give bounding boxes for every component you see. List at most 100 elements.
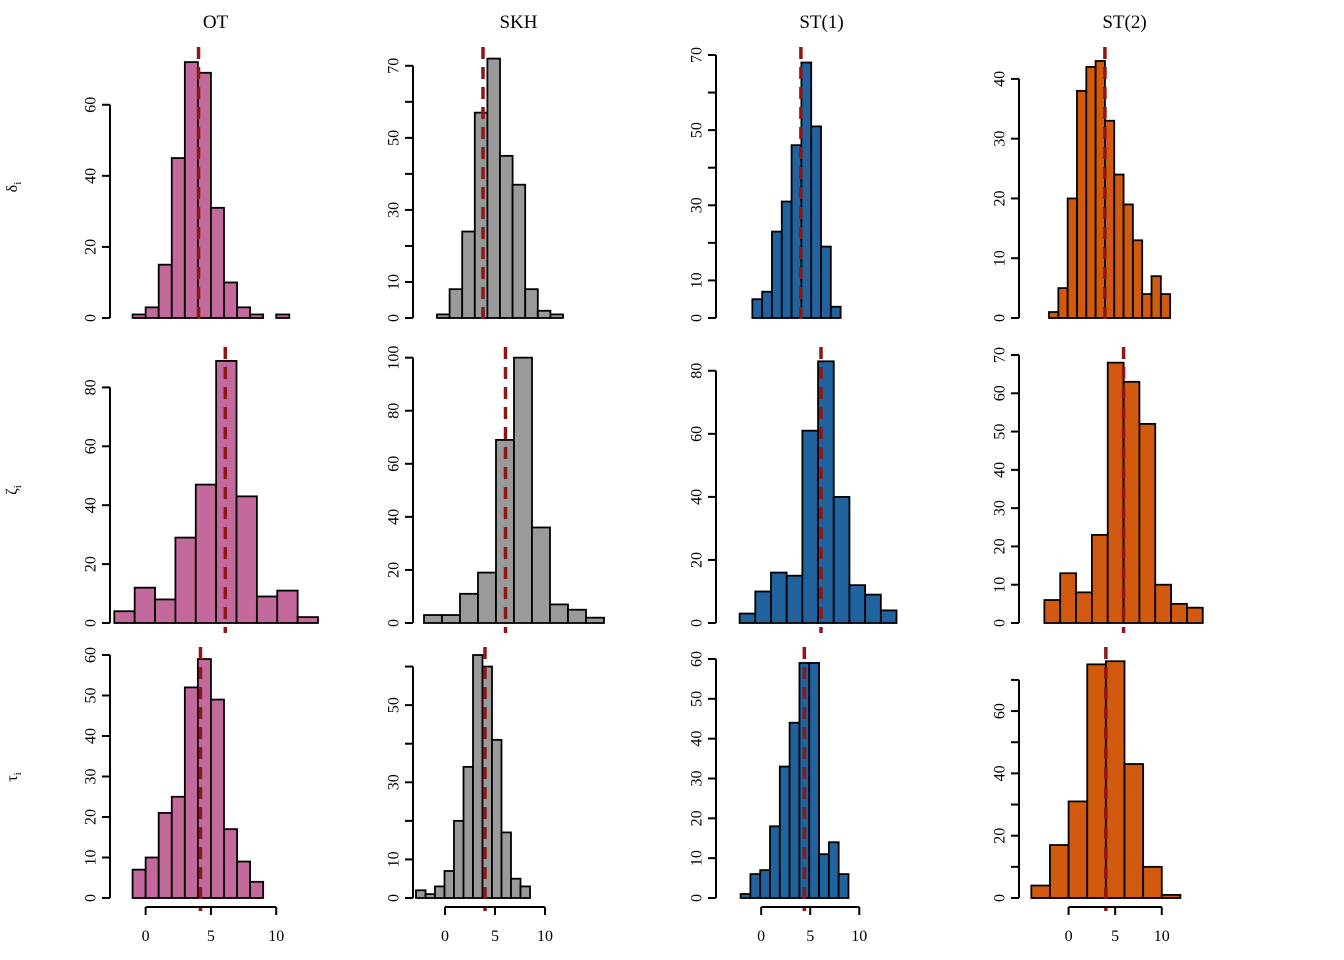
panel-OT-delta: 0 20 40 60: [28, 0, 331, 330]
bar: [513, 356, 533, 624]
bar: [829, 305, 842, 319]
y-tick-label: 40: [83, 497, 100, 513]
y-tick-label: 30: [83, 769, 100, 785]
bar: [1141, 293, 1153, 319]
y-tick-label: 40: [992, 462, 1009, 478]
histogram-ST(2)-zeta: 0 10 20 30 40 50 60 70: [992, 347, 1204, 633]
bar: [810, 125, 822, 319]
bar: [235, 495, 258, 624]
bar: [800, 61, 813, 319]
y-axis: [102, 103, 111, 319]
x-axis: [1067, 906, 1163, 915]
bar: [827, 841, 840, 899]
bar: [1160, 893, 1182, 899]
bar: [820, 245, 832, 319]
y-tick-label: 0: [992, 619, 1009, 627]
x-tick-label: 0: [757, 928, 765, 945]
y-tick-label: 10: [992, 577, 1009, 593]
bar: [1067, 800, 1089, 899]
bar: [275, 313, 291, 319]
y-tick-label: 0: [83, 619, 100, 627]
bar: [477, 571, 497, 624]
y-tick-label: 40: [386, 509, 403, 525]
bar: [144, 306, 160, 319]
y-tick-label: 10: [689, 272, 706, 288]
y-tick-label: 0: [689, 894, 706, 902]
histogram-bars: [1043, 361, 1204, 624]
bar: [785, 574, 804, 624]
bar: [131, 868, 147, 899]
y-tick-label: 0: [992, 894, 1009, 902]
bar: [751, 298, 764, 319]
y-tick-label: 0: [386, 314, 403, 322]
y-axis: [708, 369, 717, 624]
panel-OT-zeta: 0 20 40 60 80: [28, 330, 331, 645]
bar: [472, 654, 484, 899]
y-tick-label: 50: [689, 691, 706, 707]
bar: [771, 230, 783, 319]
bar: [434, 885, 446, 899]
bar: [1049, 844, 1070, 899]
bar: [276, 589, 299, 624]
y-tick-label: 40: [992, 71, 1009, 87]
bar: [255, 595, 279, 624]
bar: [453, 819, 465, 899]
y-tick-label: 0: [992, 314, 1009, 322]
bar: [296, 616, 319, 624]
bar: [1150, 275, 1162, 319]
y-tick-label: 10: [386, 851, 403, 867]
histogram-bars: [739, 662, 850, 899]
row-label-tau: τi: [4, 772, 25, 782]
y-tick-label: 100: [386, 346, 403, 370]
bar: [183, 61, 199, 319]
y-tick-label: 30: [386, 202, 403, 218]
bar: [441, 614, 461, 624]
bar: [832, 495, 851, 624]
y-tick-label: 60: [689, 651, 706, 667]
bar: [770, 571, 788, 624]
y-tick-label: 20: [689, 810, 706, 826]
y-tick-label: 60: [689, 426, 706, 442]
y-axis: [405, 665, 414, 899]
histogram-bars: [751, 61, 842, 319]
y-tick-label: 60: [992, 385, 1009, 401]
bar: [1076, 89, 1088, 319]
bar: [183, 686, 199, 899]
y-tick-label: 0: [689, 314, 706, 322]
y-tick-label: 20: [992, 190, 1009, 206]
bar: [424, 893, 436, 899]
bar: [739, 893, 752, 899]
x-tick-label: 0: [1065, 928, 1073, 945]
bar: [738, 612, 757, 624]
y-axis: [1011, 77, 1020, 319]
panel-SKH-tau: 0 10 30 50 0 5 10: [331, 645, 634, 960]
y-axis: [1011, 678, 1020, 899]
x-tick-label: 5: [491, 928, 499, 945]
bar: [131, 313, 147, 319]
y-tick-label: 30: [992, 131, 1009, 147]
bar: [761, 290, 773, 319]
histogram-ST(1)-tau: 0 10 20 30 40 50 60 0 5 10: [689, 647, 867, 945]
y-tick-label: 30: [689, 197, 706, 213]
row-label-zeta: ζi: [4, 485, 25, 495]
y-axis: [708, 54, 717, 319]
bar: [462, 765, 474, 899]
y-tick-label: 70: [386, 58, 403, 74]
y-tick-label: 50: [992, 424, 1009, 440]
y-tick-label: 50: [83, 688, 100, 704]
bar: [223, 281, 238, 319]
y-tick-label: 30: [386, 774, 403, 790]
bar: [210, 206, 225, 319]
bar: [1123, 763, 1145, 899]
bar: [778, 765, 791, 899]
bar: [519, 885, 531, 899]
bar: [864, 593, 882, 624]
column-title-st1: ST(1): [799, 12, 844, 33]
histogram-bars: [423, 356, 605, 624]
bar: [423, 614, 443, 624]
bar: [1122, 203, 1134, 319]
y-tick-label: 40: [83, 728, 100, 744]
histogram-bars: [436, 57, 564, 319]
bar: [780, 200, 793, 319]
